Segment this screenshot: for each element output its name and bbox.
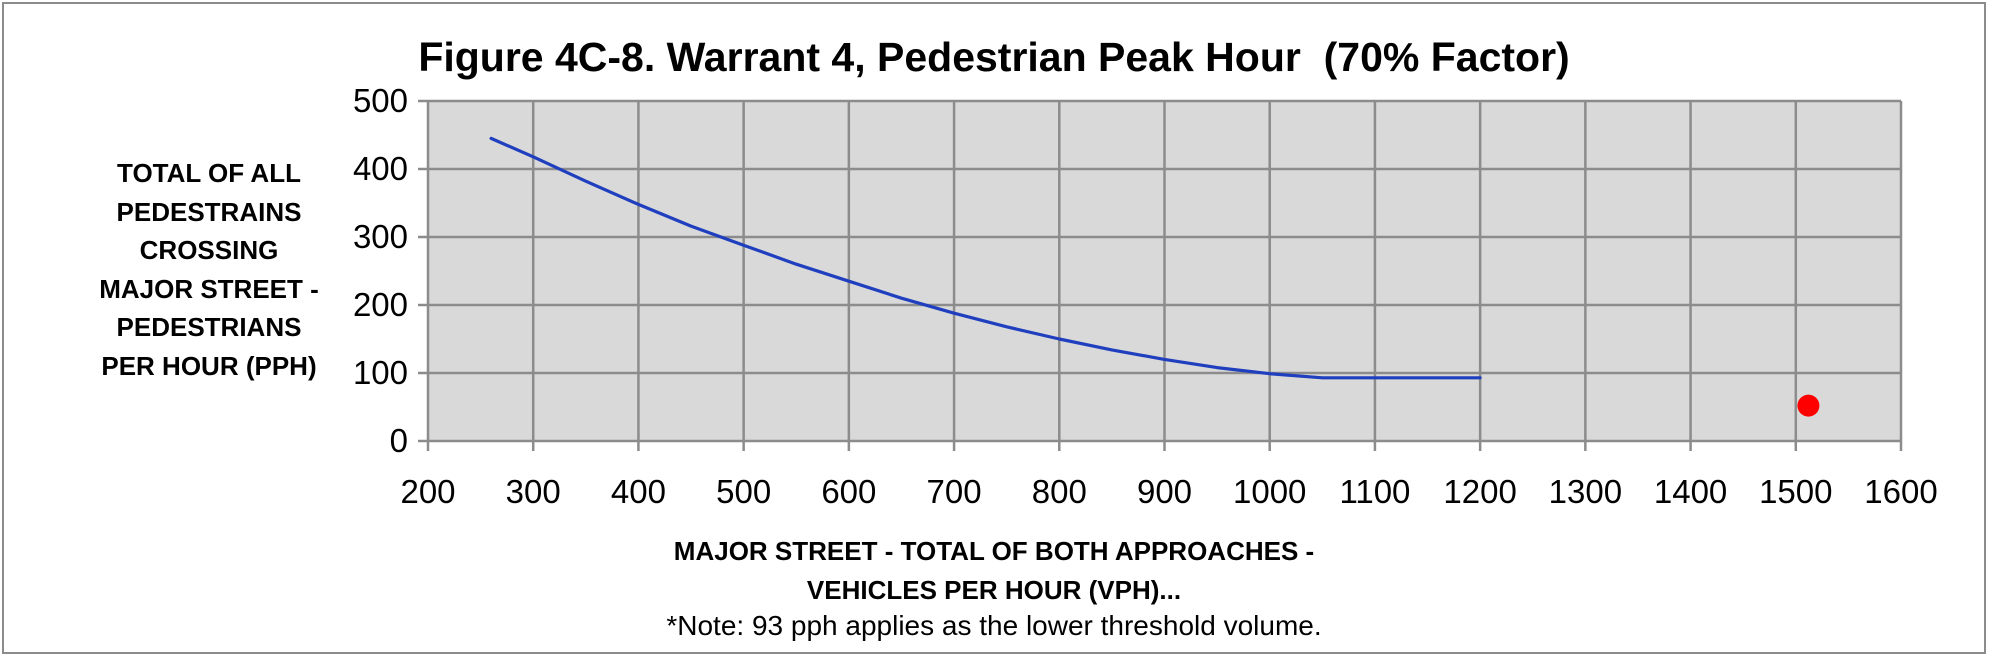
x-tick-label: 1500	[1759, 473, 1832, 510]
x-tick-label: 1100	[1339, 473, 1410, 510]
x-tick-label: 400	[611, 473, 666, 510]
y-axis-label-line: MAJOR STREET -	[99, 273, 319, 304]
x-axis-label-line: VEHICLES PER HOUR (VPH)...	[806, 575, 1182, 605]
x-tick-label: 1600	[1864, 473, 1937, 510]
x-tick-label: 1300	[1549, 473, 1622, 510]
x-tick-label: 200	[400, 473, 455, 510]
x-tick-label: 700	[927, 473, 982, 510]
y-tick-label: 300	[353, 218, 408, 255]
y-tick-label: 500	[353, 82, 408, 119]
y-tick-label: 200	[353, 286, 408, 323]
y-tick-label: 400	[353, 150, 408, 187]
y-axis-label-line: PER HOUR (PPH)	[101, 350, 317, 381]
y-axis-label-line: PEDESTRAINS	[116, 196, 302, 227]
x-tick-label: 1400	[1654, 473, 1727, 510]
x-tick-label: 300	[506, 473, 561, 510]
y-axis-label-line: CROSSING	[139, 235, 279, 265]
y-tick-label: 0	[390, 422, 408, 459]
x-tick-label: 1000	[1233, 473, 1306, 510]
y-axis-label: TOTAL OF ALL PEDESTRAINS CROSSING MAJOR …	[94, 154, 324, 385]
x-tick-label: 600	[821, 473, 876, 510]
x-axis-label: MAJOR STREET - TOTAL OF BOTH APPROACHES …	[4, 532, 1984, 610]
x-tick-label: 1200	[1443, 473, 1516, 510]
x-tick-label: 900	[1137, 473, 1192, 510]
chart-title: Figure 4C-8. Warrant 4, Pedestrian Peak …	[418, 34, 1570, 80]
x-tick-label: 500	[716, 473, 771, 510]
data-point	[1797, 394, 1820, 417]
x-axis-label-line: MAJOR STREET - TOTAL OF BOTH APPROACHES …	[673, 536, 1315, 566]
y-tick-label: 100	[353, 354, 408, 391]
y-axis-label-line: TOTAL OF ALL	[117, 158, 301, 188]
warrant-curve-line	[489, 136, 1482, 380]
threshold-note: *Note: 93 pph applies as the lower thres…	[666, 610, 1322, 641]
x-tick-label: 800	[1032, 473, 1087, 510]
y-axis-label-line: PEDESTRIANS	[116, 312, 302, 342]
